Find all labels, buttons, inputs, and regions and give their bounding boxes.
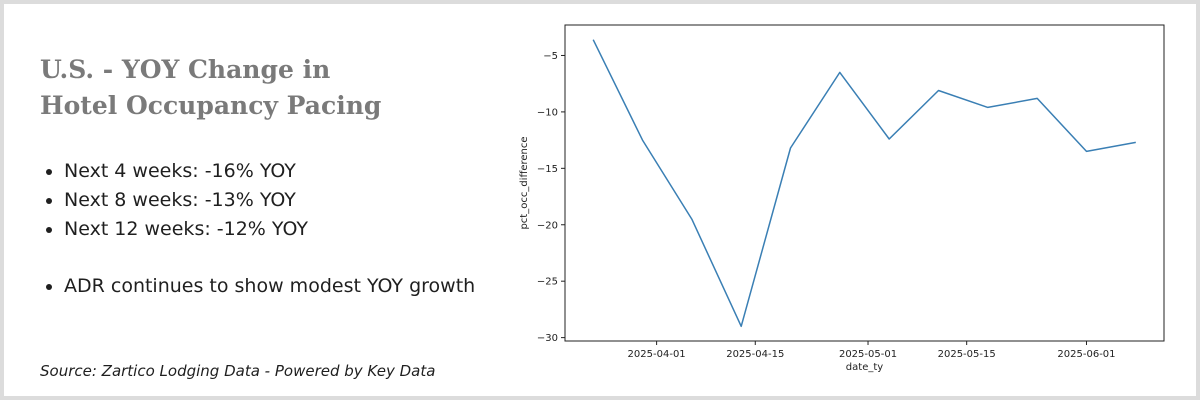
y-axis-label: pct_occ_difference — [519, 136, 530, 229]
plot-frame — [564, 24, 1165, 342]
data-point — [1135, 141, 1137, 143]
data-point — [839, 71, 841, 73]
data-point — [937, 89, 939, 91]
y-tick-label: −15 — [537, 164, 558, 175]
source-note: Source: Zartico Lodging Data - Powered b… — [40, 362, 436, 380]
x-tick-label: 2025-04-01 — [628, 349, 686, 360]
y-tick-label: −25 — [537, 277, 558, 288]
x-tick-label: 2025-05-15 — [938, 349, 996, 360]
y-tick-label: −30 — [537, 333, 558, 344]
data-point — [641, 139, 643, 141]
data-point — [592, 38, 594, 40]
bullet-next-8-weeks: Next 8 weeks: -13% YOY — [64, 186, 534, 215]
bullet-adr: ADR continues to show modest YOY growth — [64, 272, 534, 301]
x-axis-label: date_ty — [846, 362, 883, 373]
y-tick-label: −20 — [537, 220, 558, 231]
data-point — [740, 325, 742, 327]
x-tick-label: 2025-05-01 — [839, 349, 897, 360]
bullet-next-4-weeks: Next 4 weeks: -16% YOY — [64, 157, 534, 186]
bullet-next-12-weeks: Next 12 weeks: -12% YOY — [64, 215, 534, 244]
data-point — [1036, 97, 1038, 99]
x-tick-label: 2025-04-15 — [726, 349, 784, 360]
occupancy-line-chart: −5 −10 −15 −20 −25 −30 2025-04-01 2025-04-15 202… — [519, 24, 1165, 373]
data-point — [987, 106, 989, 108]
data-point — [1085, 150, 1087, 152]
slide: U.S. - YOY Change in Hotel Occupancy Pac… — [4, 4, 1196, 396]
y-tick-label: −5 — [543, 51, 558, 62]
occupancy-series-line — [592, 39, 1136, 328]
slide-title: U.S. - YOY Change in Hotel Occupancy Pac… — [40, 52, 480, 124]
title-line-1: U.S. - YOY Change in — [40, 55, 331, 84]
data-point — [888, 138, 890, 140]
data-point — [691, 218, 693, 220]
title-line-2: Hotel Occupancy Pacing — [40, 91, 382, 120]
bullet-list: Next 4 weeks: -16% YOY Next 8 weeks: -13… — [40, 157, 534, 301]
y-tick-label: −10 — [537, 107, 558, 118]
data-point — [789, 147, 791, 149]
x-tick-label: 2025-06-01 — [1057, 349, 1115, 360]
